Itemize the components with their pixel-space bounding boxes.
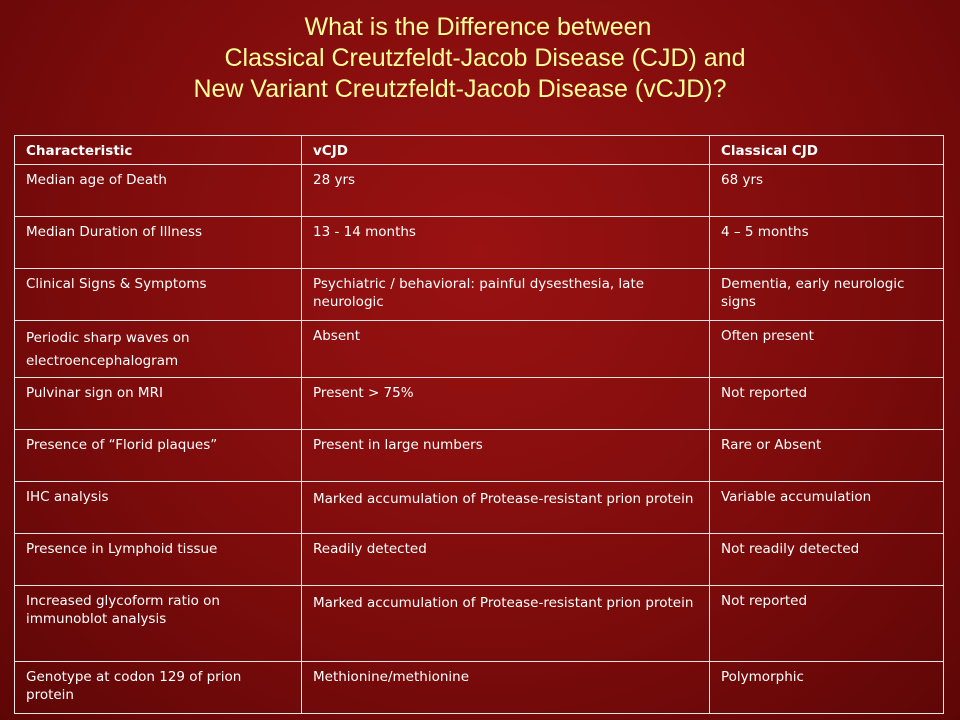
row-characteristic: Increased glycoform ratio on immunoblot … <box>14 585 302 662</box>
row-classical-cjd: Not reported <box>709 377 944 430</box>
row-characteristic: Genotype at codon 129 of prion protein <box>14 661 302 714</box>
table-row: IHC analysis Marked accumulation of Prot… <box>14 481 944 534</box>
title-line-1: What is the Difference between <box>304 13 652 41</box>
row-characteristic: Pulvinar sign on MRI <box>14 377 302 430</box>
row-classical-cjd: Dementia, early neurologic signs <box>709 268 944 321</box>
row-characteristic: Presence in Lymphoid tissue <box>14 533 302 586</box>
row-characteristic: Clinical Signs & Symptoms <box>14 268 302 321</box>
row-classical-cjd: 68 yrs <box>709 164 944 217</box>
row-classical-cjd: 4 – 5 months <box>709 216 944 269</box>
table-row: Periodic sharp waves on electroencephalo… <box>14 320 944 378</box>
row-classical-cjd: Rare or Absent <box>709 429 944 482</box>
table-row: Presence in Lymphoid tissue Readily dete… <box>14 533 944 586</box>
row-classical-cjd: Not readily detected <box>709 533 944 586</box>
slide-title: What is the Difference between Classical… <box>0 12 960 105</box>
header-vcjd: vCJD <box>301 135 710 165</box>
row-characteristic: Median age of Death <box>14 164 302 217</box>
header-characteristic: Characteristic <box>14 135 302 165</box>
row-characteristic: Periodic sharp waves on electroencephalo… <box>14 320 302 378</box>
row-vcjd: Psychiatric / behavioral: painful dysest… <box>301 268 710 321</box>
title-line-3: New Variant Creutzfeldt-Jacob Disease (v… <box>193 75 727 103</box>
header-classical-cjd: Classical CJD <box>709 135 944 165</box>
table-row: Median age of Death 28 yrs 68 yrs <box>14 164 944 217</box>
table-row: Clinical Signs & Symptoms Psychiatric / … <box>14 268 944 321</box>
table-row: Presence of “Florid plaques” Present in … <box>14 429 944 482</box>
table-row: Median Duration of Illness 13 - 14 month… <box>14 216 944 269</box>
row-vcjd: Absent <box>301 320 710 378</box>
row-vcjd: 28 yrs <box>301 164 710 217</box>
row-classical-cjd: Often present <box>709 320 944 378</box>
table-row: Pulvinar sign on MRI Present > 75% Not r… <box>14 377 944 430</box>
row-characteristic: Presence of “Florid plaques” <box>14 429 302 482</box>
table-header-row: Characteristic vCJD Classical CJD <box>14 135 944 165</box>
row-characteristic: Median Duration of Illness <box>14 216 302 269</box>
title-line-2: Classical Creutzfeldt-Jacob Disease (CJD… <box>224 44 746 72</box>
comparison-table: Characteristic vCJD Classical CJD Median… <box>14 135 944 714</box>
row-vcjd: Present in large numbers <box>301 429 710 482</box>
row-classical-cjd: Variable accumulation <box>709 481 944 534</box>
table-row: Genotype at codon 129 of prion protein M… <box>14 661 944 714</box>
row-classical-cjd: Polymorphic <box>709 661 944 714</box>
row-classical-cjd: Not reported <box>709 585 944 662</box>
row-vcjd: Methionine/methionine <box>301 661 710 714</box>
row-vcjd: 13 - 14 months <box>301 216 710 269</box>
row-vcjd: Present > 75% <box>301 377 710 430</box>
row-vcjd: Readily detected <box>301 533 710 586</box>
row-vcjd: Marked accumulation of Protease-resistan… <box>301 585 710 662</box>
row-characteristic: IHC analysis <box>14 481 302 534</box>
table-row: Increased glycoform ratio on immunoblot … <box>14 585 944 662</box>
row-vcjd: Marked accumulation of Protease-resistan… <box>301 481 710 534</box>
